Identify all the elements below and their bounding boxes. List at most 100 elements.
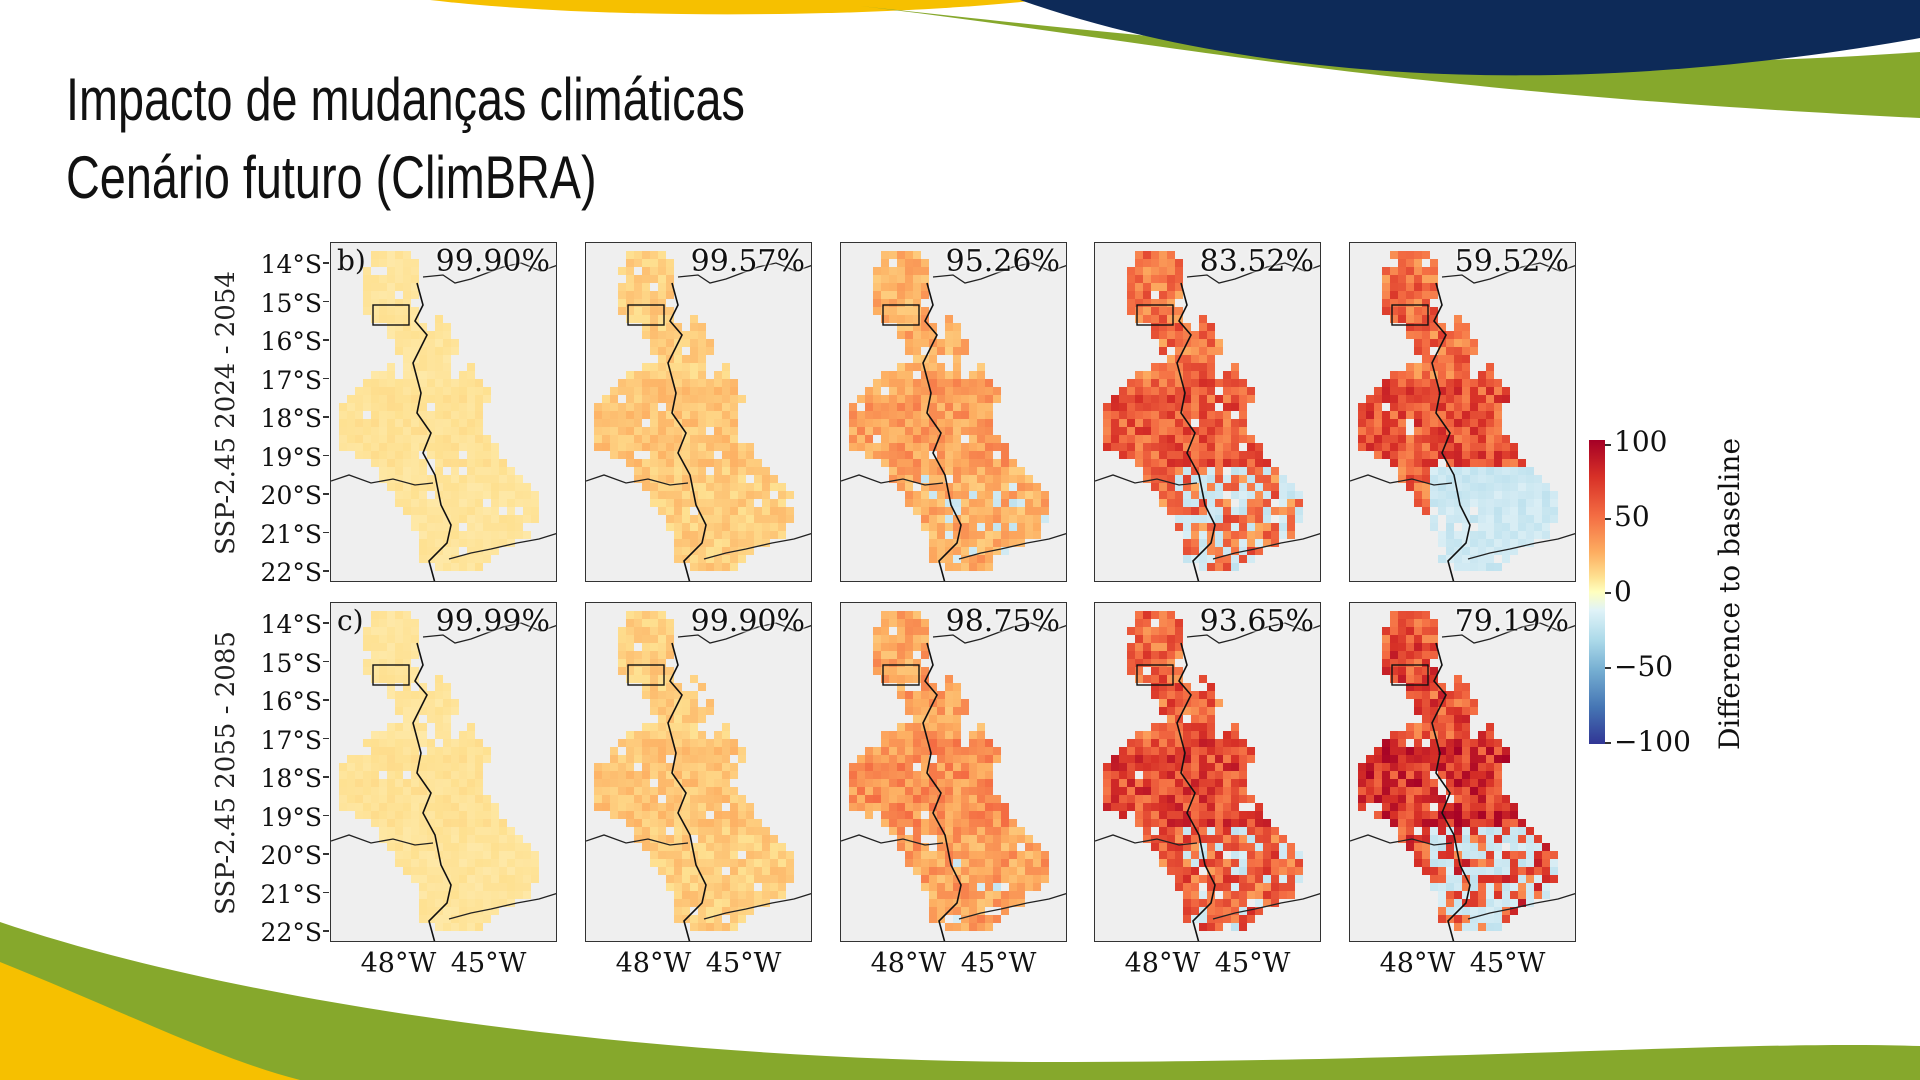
heatmap-cell bbox=[658, 371, 666, 379]
heatmap-cell bbox=[1215, 443, 1223, 451]
heatmap-cell bbox=[411, 443, 419, 451]
heatmap-cell bbox=[945, 395, 953, 403]
heatmap-cell bbox=[427, 451, 435, 459]
heatmap-cell bbox=[905, 411, 913, 419]
heatmap-cell bbox=[634, 403, 642, 411]
heatmap-cell bbox=[1502, 483, 1510, 491]
heatmap-cell bbox=[459, 875, 467, 883]
heatmap-cell bbox=[674, 883, 682, 891]
heatmap-cell bbox=[1406, 635, 1414, 643]
heatmap-cell bbox=[1462, 755, 1470, 763]
heatmap-cell bbox=[961, 843, 969, 851]
heatmap-cell bbox=[969, 379, 977, 387]
heatmap-cell bbox=[690, 483, 698, 491]
heatmap-cell bbox=[658, 387, 666, 395]
heatmap-cell bbox=[1382, 379, 1390, 387]
heatmap-cell bbox=[1526, 843, 1534, 851]
heatmap-cell bbox=[738, 811, 746, 819]
heatmap-cell bbox=[1263, 523, 1271, 531]
heatmap-cell bbox=[1438, 707, 1446, 715]
heatmap-cell bbox=[1127, 435, 1135, 443]
heatmap-cell bbox=[977, 515, 985, 523]
heatmap-cell bbox=[905, 307, 913, 315]
heatmap-cell bbox=[483, 475, 491, 483]
heatmap-cell bbox=[1486, 523, 1494, 531]
heatmap-cell bbox=[658, 675, 666, 683]
state-border-line bbox=[932, 262, 1066, 284]
heatmap-cell bbox=[642, 611, 650, 619]
heatmap-cell bbox=[1231, 435, 1239, 443]
heatmap-cell bbox=[1223, 395, 1231, 403]
heatmap-cell bbox=[666, 419, 674, 427]
heatmap-cell bbox=[634, 771, 642, 779]
heatmap-cell bbox=[1167, 251, 1175, 259]
heatmap-cell bbox=[395, 699, 403, 707]
heatmap-cell bbox=[666, 451, 674, 459]
heatmap-cell bbox=[714, 923, 722, 931]
heatmap-cell bbox=[379, 811, 387, 819]
heatmap-cell bbox=[929, 739, 937, 747]
heatmap-cell bbox=[961, 395, 969, 403]
heatmap-cell bbox=[905, 459, 913, 467]
heatmap-cell bbox=[403, 291, 411, 299]
heatmap-cell bbox=[1542, 491, 1550, 499]
heatmap-cell bbox=[754, 539, 762, 547]
heatmap-cell bbox=[921, 387, 929, 395]
heatmap-cell bbox=[1486, 411, 1494, 419]
heatmap-cell bbox=[897, 291, 905, 299]
heatmap-cell bbox=[929, 403, 937, 411]
heatmap-cell bbox=[602, 411, 610, 419]
heatmap-cell bbox=[395, 307, 403, 315]
heatmap-cell bbox=[1223, 459, 1231, 467]
heatmap-cell bbox=[1231, 739, 1239, 747]
heatmap-cell bbox=[1366, 763, 1374, 771]
heatmap-cell bbox=[499, 515, 507, 523]
heatmap-cell bbox=[1127, 763, 1135, 771]
heatmap-cell bbox=[1414, 667, 1422, 675]
heatmap-cell bbox=[1438, 811, 1446, 819]
heatmap-cell bbox=[419, 467, 427, 475]
heatmap-cell bbox=[1430, 459, 1438, 467]
heatmap-cell bbox=[1191, 355, 1199, 363]
heatmap-cell bbox=[1478, 811, 1486, 819]
heatmap-cell bbox=[1502, 459, 1510, 467]
heatmap-cell bbox=[1191, 907, 1199, 915]
heatmap-cell bbox=[698, 515, 706, 523]
heatmap-cell bbox=[1239, 467, 1247, 475]
heatmap-cell bbox=[459, 395, 467, 403]
heatmap-cell bbox=[443, 843, 451, 851]
latitude-tick-label: 16°S bbox=[260, 327, 322, 356]
heatmap-cell bbox=[443, 851, 451, 859]
heatmap-cell bbox=[953, 891, 961, 899]
heatmap-cell bbox=[650, 467, 658, 475]
heatmap-cell bbox=[1374, 419, 1382, 427]
heatmap-cell bbox=[698, 755, 706, 763]
heatmap-cell bbox=[921, 443, 929, 451]
heatmap-cell bbox=[451, 779, 459, 787]
heatmap-cell bbox=[1215, 507, 1223, 515]
heatmap-cell bbox=[355, 435, 363, 443]
heatmap-cell bbox=[666, 315, 674, 323]
heatmap-cell bbox=[387, 827, 395, 835]
heatmap-cell bbox=[467, 755, 475, 763]
heatmap-cell bbox=[921, 395, 929, 403]
heatmap-cell bbox=[889, 475, 897, 483]
heatmap-cell bbox=[626, 659, 634, 667]
heatmap-cell bbox=[698, 355, 706, 363]
heatmap-cell bbox=[1430, 475, 1438, 483]
heatmap-cell bbox=[1175, 419, 1183, 427]
heatmap-cell bbox=[985, 779, 993, 787]
heatmap-cell bbox=[1127, 403, 1135, 411]
heatmap-cell bbox=[1215, 859, 1223, 867]
heatmap-cell bbox=[1239, 427, 1247, 435]
heatmap-cell bbox=[1382, 419, 1390, 427]
heatmap-cell bbox=[443, 371, 451, 379]
heatmap-cell bbox=[674, 891, 682, 899]
heatmap-cell bbox=[905, 667, 913, 675]
heatmap-cell bbox=[642, 659, 650, 667]
heatmap-cell bbox=[1422, 251, 1430, 259]
heatmap-cell bbox=[674, 507, 682, 515]
heatmap-cell bbox=[953, 683, 961, 691]
heatmap-cell bbox=[953, 819, 961, 827]
heatmap-cell bbox=[1518, 539, 1526, 547]
